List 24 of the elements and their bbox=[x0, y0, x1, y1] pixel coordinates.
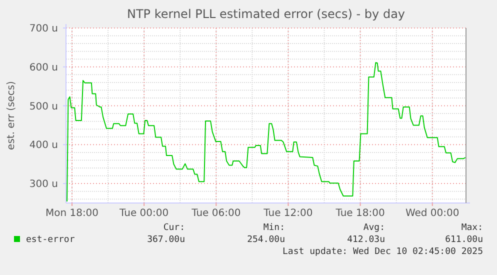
x-tick-label: Tue 18:00 bbox=[334, 208, 385, 219]
text: Max: bbox=[461, 223, 483, 233]
chart-title: NTP kernel PLL estimated error (secs) - by day bbox=[126, 7, 406, 21]
text: Min: bbox=[263, 223, 285, 233]
text: 412.03u bbox=[347, 235, 385, 245]
line-series bbox=[66, 62, 466, 202]
y-axis-title: est. err (secs) bbox=[6, 80, 17, 150]
x-tick-label: Tue 06:00 bbox=[190, 208, 241, 219]
text: Cur: bbox=[163, 223, 185, 233]
text: Last update: Wed Dec 10 02:45:00 2025 bbox=[282, 247, 483, 257]
x-tick-label: Wed 00:00 bbox=[405, 208, 460, 219]
y-tick-label: 400 u bbox=[29, 140, 58, 152]
text: Avg: bbox=[363, 223, 385, 233]
text: 254.00u bbox=[247, 235, 285, 245]
y-tick-label: 300 u bbox=[29, 179, 58, 190]
y-tick-label: 500 u bbox=[29, 101, 58, 112]
y-tick-label: 600 u bbox=[29, 62, 58, 74]
text: 611.00u bbox=[445, 235, 483, 245]
x-tick-label: Tue 00:00 bbox=[118, 208, 169, 219]
x-tick-label: Tue 12:00 bbox=[262, 208, 313, 219]
legend-label: est-error bbox=[26, 235, 76, 245]
text: 367.00u bbox=[147, 235, 185, 245]
x-tick-label: Mon 18:00 bbox=[45, 208, 99, 219]
y-tick-label: 700 u bbox=[29, 24, 58, 34]
